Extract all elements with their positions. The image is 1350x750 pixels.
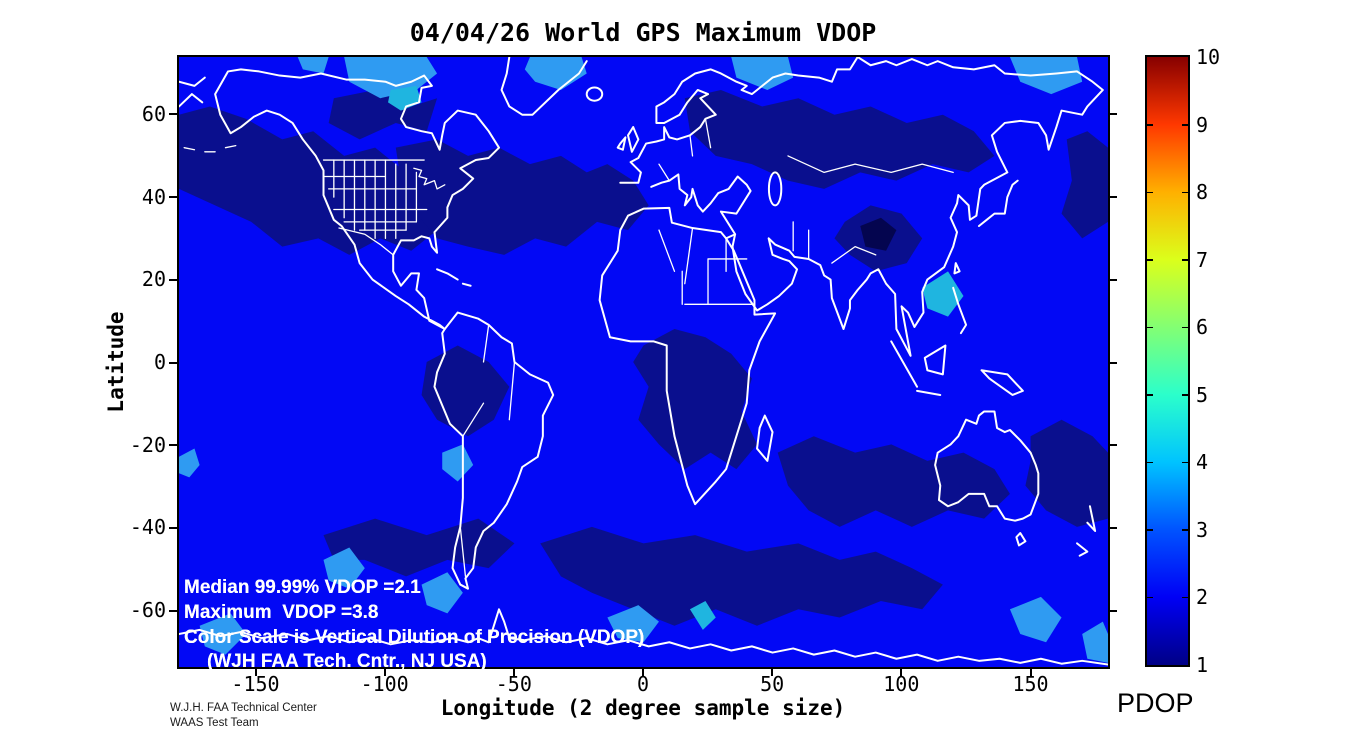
x-tick-label: 150: [1012, 672, 1049, 696]
x-tick-label: -50: [495, 672, 532, 696]
map-plot-area: Median 99.99% VDOP =2.1 Maximum VDOP =3.…: [177, 55, 1110, 672]
y-tick-mark: [1109, 196, 1117, 199]
colorbar-tick-mark: [1147, 191, 1153, 194]
y-tick-mark: [169, 113, 177, 116]
x-tick-mark: [642, 669, 644, 676]
colorbar-tick-label: 3: [1196, 517, 1209, 542]
colorbar-tick-mark: [1182, 461, 1188, 464]
colorbar-tick-mark: [1147, 124, 1153, 126]
colorbar-tick-mark: [1182, 191, 1188, 194]
y-tick-mark: [1109, 609, 1117, 612]
x-tick-mark: [771, 669, 774, 676]
colorbar-tick-mark: [1147, 394, 1153, 396]
y-tick-mark: [169, 609, 177, 612]
y-tick-mark: [1109, 113, 1117, 116]
vdop-band-high-patches: [179, 57, 1108, 663]
y-tick-mark: [169, 278, 177, 281]
y-tick-mark: [1109, 444, 1117, 447]
colorbar-tick-mark: [1147, 326, 1153, 329]
annotation-median-vdop: Median 99.99% VDOP =2.1: [184, 577, 421, 598]
colorbar-tick-mark: [1182, 394, 1188, 396]
y-tick-label: -60: [129, 598, 166, 623]
y-tick-label: -40: [129, 515, 166, 540]
colorbar-tick-label: 5: [1196, 382, 1209, 407]
colorbar-tick-label: 10: [1196, 45, 1221, 69]
y-tick-mark: [1109, 278, 1117, 281]
y-tick-label: 0: [153, 350, 166, 374]
colorbar-tick-mark: [1147, 259, 1153, 261]
annotation-maximum-vdop: Maximum VDOP =3.8: [184, 602, 379, 623]
colorbar-tick-label: 4: [1196, 450, 1209, 475]
colorbar-tick-mark: [1147, 461, 1153, 464]
x-tick-label: 0: [636, 672, 650, 696]
x-axis-label: Longitude (2 degree sample size): [440, 696, 846, 720]
x-tick-mark: [900, 669, 903, 676]
x-tick-mark: [383, 669, 386, 676]
x-tick-mark: [512, 669, 515, 676]
x-tick-mark: [1029, 669, 1032, 676]
colorbar-tick-label: 2: [1196, 585, 1209, 610]
y-tick-mark: [169, 444, 177, 447]
annotation-color-scale: Color Scale is Vertical Dilution of Prec…: [184, 627, 645, 648]
colorbar-tick-mark: [1182, 529, 1188, 531]
vdop-band-low-patches: [179, 89, 1108, 626]
annotation-source: (WJH FAA Tech. Cntr., NJ USA): [207, 651, 487, 672]
political-borders: [324, 119, 954, 577]
colorbar-tick-label: 9: [1196, 112, 1209, 137]
y-tick-label: 20: [141, 267, 166, 292]
y-tick-mark: [1109, 526, 1117, 529]
colorbar-title: PDOP: [1117, 688, 1194, 718]
y-tick-mark: [1109, 361, 1117, 364]
colorbar-tick-mark: [1182, 259, 1188, 261]
coastlines: [179, 57, 1108, 665]
credit-line-1: W.J.H. FAA Technical Center: [170, 702, 317, 714]
colorbar-tick-label: 7: [1196, 247, 1209, 272]
x-tick-mark: [254, 669, 257, 676]
colorbar: [1145, 55, 1190, 667]
y-tick-label: 40: [141, 184, 166, 209]
colorbar-tick-mark: [1147, 529, 1153, 531]
y-tick-mark: [169, 196, 177, 199]
colorbar-tick-mark: [1182, 326, 1188, 329]
colorbar-tick-mark: [1182, 124, 1188, 126]
y-tick-mark: [169, 526, 177, 529]
colorbar-tick-mark: [1182, 596, 1188, 599]
x-tick-label: -150: [231, 672, 280, 696]
colorbar-tick-label: 6: [1196, 315, 1209, 340]
figure-title: 04/04/26 World GPS Maximum VDOP: [409, 18, 877, 47]
colorbar-tick-label: 1: [1196, 653, 1209, 677]
x-tick-label: 50: [760, 672, 785, 696]
world-vdop-map: [179, 57, 1108, 667]
y-tick-label: -20: [129, 432, 166, 457]
credit-line-2: WAAS Test Team: [170, 717, 259, 729]
colorbar-tick-mark: [1147, 596, 1153, 599]
y-tick-mark: [169, 361, 177, 364]
x-tick-label: -100: [360, 672, 409, 696]
x-tick-label: 100: [883, 672, 920, 696]
y-tick-label: 60: [141, 101, 166, 126]
colorbar-tick-label: 8: [1196, 180, 1209, 205]
